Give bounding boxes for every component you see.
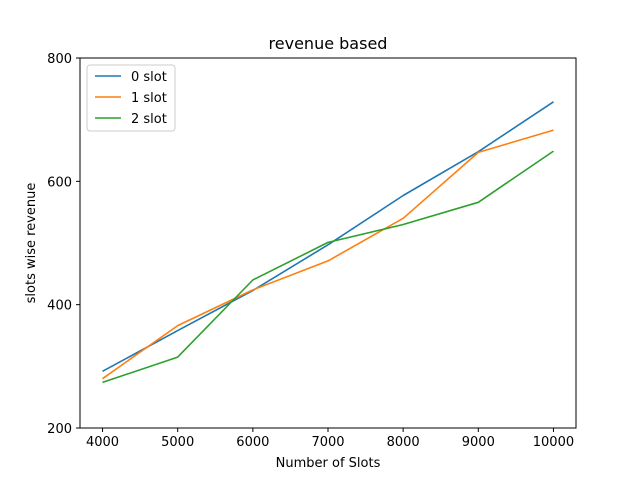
legend-label: 2 slot <box>131 112 167 127</box>
x-axis-ticks: 4000 5000 6000 7000 8000 9000 10000 <box>86 428 574 450</box>
x-tick-label: 10000 <box>533 435 574 450</box>
y-tick-label: 800 <box>47 52 72 67</box>
chart-title: revenue based <box>269 34 388 53</box>
legend: 0 slot 1 slot 2 slot <box>86 64 176 132</box>
x-axis-label: Number of Slots <box>276 456 381 471</box>
series-line-1 <box>102 129 554 380</box>
y-tick-label: 400 <box>47 299 72 314</box>
legend-label: 1 slot <box>131 91 167 106</box>
legend-box <box>86 64 176 132</box>
x-tick-label: 8000 <box>387 435 420 450</box>
x-tick-label: 4000 <box>86 435 119 450</box>
x-tick-label: 7000 <box>311 435 344 450</box>
x-tick-label: 5000 <box>161 435 194 450</box>
plot-lines <box>102 101 554 384</box>
y-tick-label: 600 <box>47 175 72 190</box>
series-line-2 <box>102 150 554 384</box>
y-axis-ticks: 200 400 600 800 <box>47 52 80 437</box>
y-tick-label: 200 <box>47 422 72 437</box>
x-tick-label: 9000 <box>462 435 495 450</box>
y-axis-label: slots wise revenue <box>24 183 39 304</box>
legend-label: 0 slot <box>131 70 167 85</box>
x-tick-label: 6000 <box>236 435 269 450</box>
